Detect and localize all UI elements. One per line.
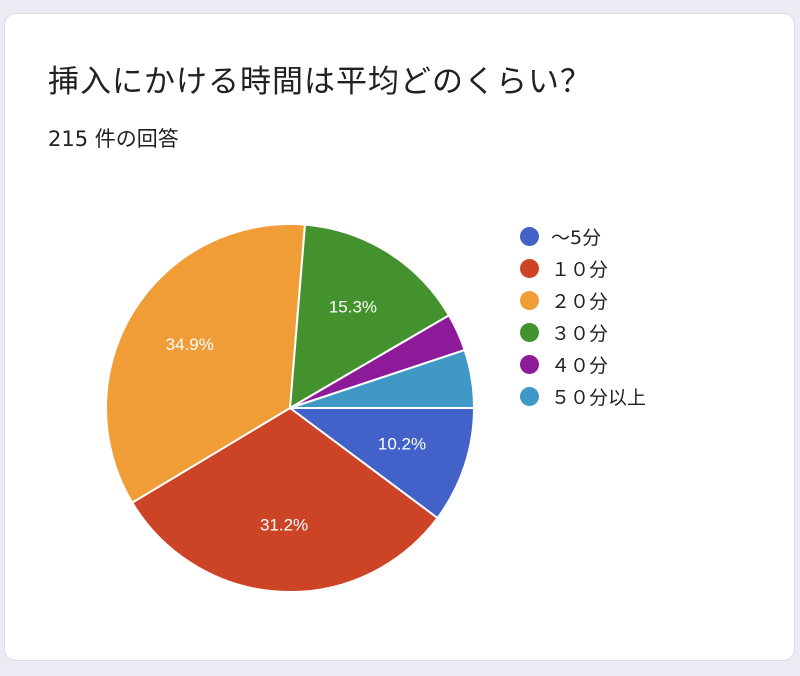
- slice-data-label: 34.9%: [166, 335, 214, 354]
- pie-slice[interactable]: [289, 349, 475, 409]
- legend-item: ２０分: [520, 284, 646, 316]
- legend-label: ５０分以上: [551, 386, 647, 409]
- chart-legend: ～5分 １０分 ２０分 ３０分 ４０分 ５０分以上: [520, 220, 646, 412]
- legend-swatch: [520, 354, 539, 374]
- legend-label: ２０分: [551, 290, 609, 313]
- legend-label: ３０分: [551, 322, 609, 345]
- legend-label: １０分: [551, 258, 609, 281]
- legend-label: ～5分: [551, 226, 602, 249]
- pie-slice[interactable]: [131, 407, 439, 593]
- slice-data-label: 10.2%: [378, 435, 426, 454]
- slice-data-label: 15.3%: [329, 298, 377, 317]
- legend-swatch: [520, 322, 539, 342]
- pie-slice[interactable]: [105, 223, 307, 504]
- legend-swatch: [520, 226, 539, 246]
- legend-swatch: [520, 290, 539, 310]
- legend-label: ４０分: [551, 354, 609, 377]
- pie-slice[interactable]: [289, 407, 475, 520]
- legend-item: ４０分: [520, 348, 646, 380]
- legend-item: １０分: [520, 252, 646, 284]
- question-title: 挿入にかける時間は平均どのくらい？: [48, 64, 592, 100]
- legend-swatch: [520, 386, 539, 406]
- legend-item: ～5分: [520, 220, 646, 252]
- legend-swatch: [520, 258, 539, 278]
- legend-item: ５０分以上: [520, 380, 646, 412]
- slice-data-label: 31.2%: [260, 515, 308, 534]
- response-count: 215 件の回答: [48, 127, 179, 151]
- pie-slice[interactable]: [289, 223, 450, 409]
- legend-item: ３０分: [520, 316, 646, 348]
